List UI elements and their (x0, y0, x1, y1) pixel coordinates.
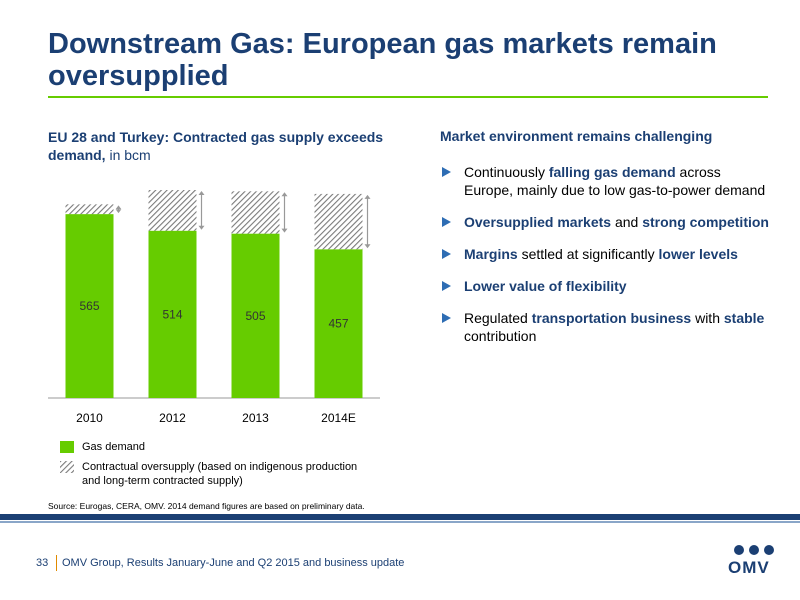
bullet: Regulated transportation business with s… (440, 309, 770, 345)
oversupply-bar (148, 190, 197, 231)
footer-text: OMV Group, Results January-June and Q2 2… (62, 557, 405, 569)
demand-bar (65, 214, 114, 398)
panel-heading: Market environment remains challenging (440, 128, 713, 144)
chart-title: EU 28 and Turkey: Contracted gas supply … (48, 129, 384, 163)
arrow-head (198, 191, 205, 230)
demand-bar (148, 230, 197, 398)
bullet-list: Continuously falling gas demand across E… (440, 163, 770, 359)
bullet-emphasis: strong competition (642, 214, 769, 230)
bullet-triangle (442, 249, 451, 259)
source-note: Source: Eurogas, CERA, OMV. 2014 demand … (48, 501, 365, 511)
bullet-text: Continuously (464, 164, 549, 180)
footer-separator (56, 555, 57, 571)
logo-mark (734, 545, 774, 555)
bullet-text: with (691, 310, 724, 326)
bullet-emphasis: lower levels (658, 246, 738, 262)
bullet-text: across Europe, mainly due to low gas-to-… (464, 164, 766, 198)
bullet-text: Regulated (464, 310, 532, 326)
bullet-text: settled at significantly (517, 246, 659, 262)
title-rule (48, 96, 768, 98)
bullet-text: contribution (464, 328, 537, 344)
x-tick-label: 2012 (159, 411, 186, 425)
value-label: 514 (162, 307, 182, 321)
legend-swatch (60, 441, 74, 453)
chart-heading: EU 28 and Turkey: Contracted gas supply … (48, 128, 388, 164)
arrow-head (115, 205, 122, 214)
value-label: 565 (79, 299, 99, 313)
legend-label: Contractual oversupply (based on indigen… (82, 461, 358, 487)
value-label: 505 (245, 309, 265, 323)
bullet-triangle (442, 217, 451, 227)
legend-swatch-fill (60, 461, 74, 473)
footer-band (0, 514, 800, 520)
bullet-marker (442, 281, 451, 291)
bullet-emphasis: Oversupplied markets (464, 214, 612, 230)
oversupply-bar (231, 191, 280, 234)
oversupply-bar (65, 204, 114, 215)
bullet-text: and (611, 214, 643, 230)
x-tick-label: 2014E (321, 411, 356, 425)
bullet-emphasis: stable (723, 310, 765, 326)
legend-swatch-fill (60, 441, 74, 453)
page-number: 33 (36, 557, 49, 569)
legend-item: Gas demand (60, 440, 360, 454)
bullet: Continuously falling gas demand across E… (440, 163, 770, 199)
bullet-marker (442, 217, 451, 227)
bullet: Margins settled at significantly lower l… (440, 245, 770, 263)
x-tick-label: 2010 (76, 411, 103, 425)
x-tick-label: 2013 (242, 411, 269, 425)
legend: Gas demand Contractual oversupply (based … (60, 440, 360, 494)
bullet-emphasis: Lower value of flexibility (464, 278, 627, 294)
slide-title: Downstream Gas: European gas markets rem… (48, 28, 717, 92)
bullet-triangle (442, 167, 451, 177)
demand-bar (314, 249, 363, 398)
logo: OMV (728, 558, 770, 577)
value-label: 457 (328, 317, 348, 331)
bullet-marker (442, 167, 451, 177)
bullet-emphasis: Margins (464, 246, 518, 262)
bullet-triangle (442, 281, 451, 291)
chart: 565 2010 514 2012 505 2013 457 2014E (48, 190, 380, 425)
oversupply-bar (314, 193, 363, 250)
bullet: Oversupplied markets and strong competit… (440, 213, 770, 231)
legend-swatch (60, 461, 74, 473)
bullet-marker (442, 249, 451, 259)
bullet: Lower value of flexibility (440, 277, 770, 295)
footer-band-line (0, 521, 800, 523)
bullet-emphasis: falling gas demand (548, 164, 676, 180)
legend-label: Gas demand (82, 441, 145, 453)
bullet-emphasis: transportation business (531, 310, 692, 326)
demand-bar (231, 233, 280, 398)
chart-unit: in bcm (109, 147, 151, 163)
bullet-marker (442, 313, 451, 323)
bullet-triangle (442, 313, 451, 323)
legend-item: Contractual oversupply (based on indigen… (60, 460, 360, 488)
